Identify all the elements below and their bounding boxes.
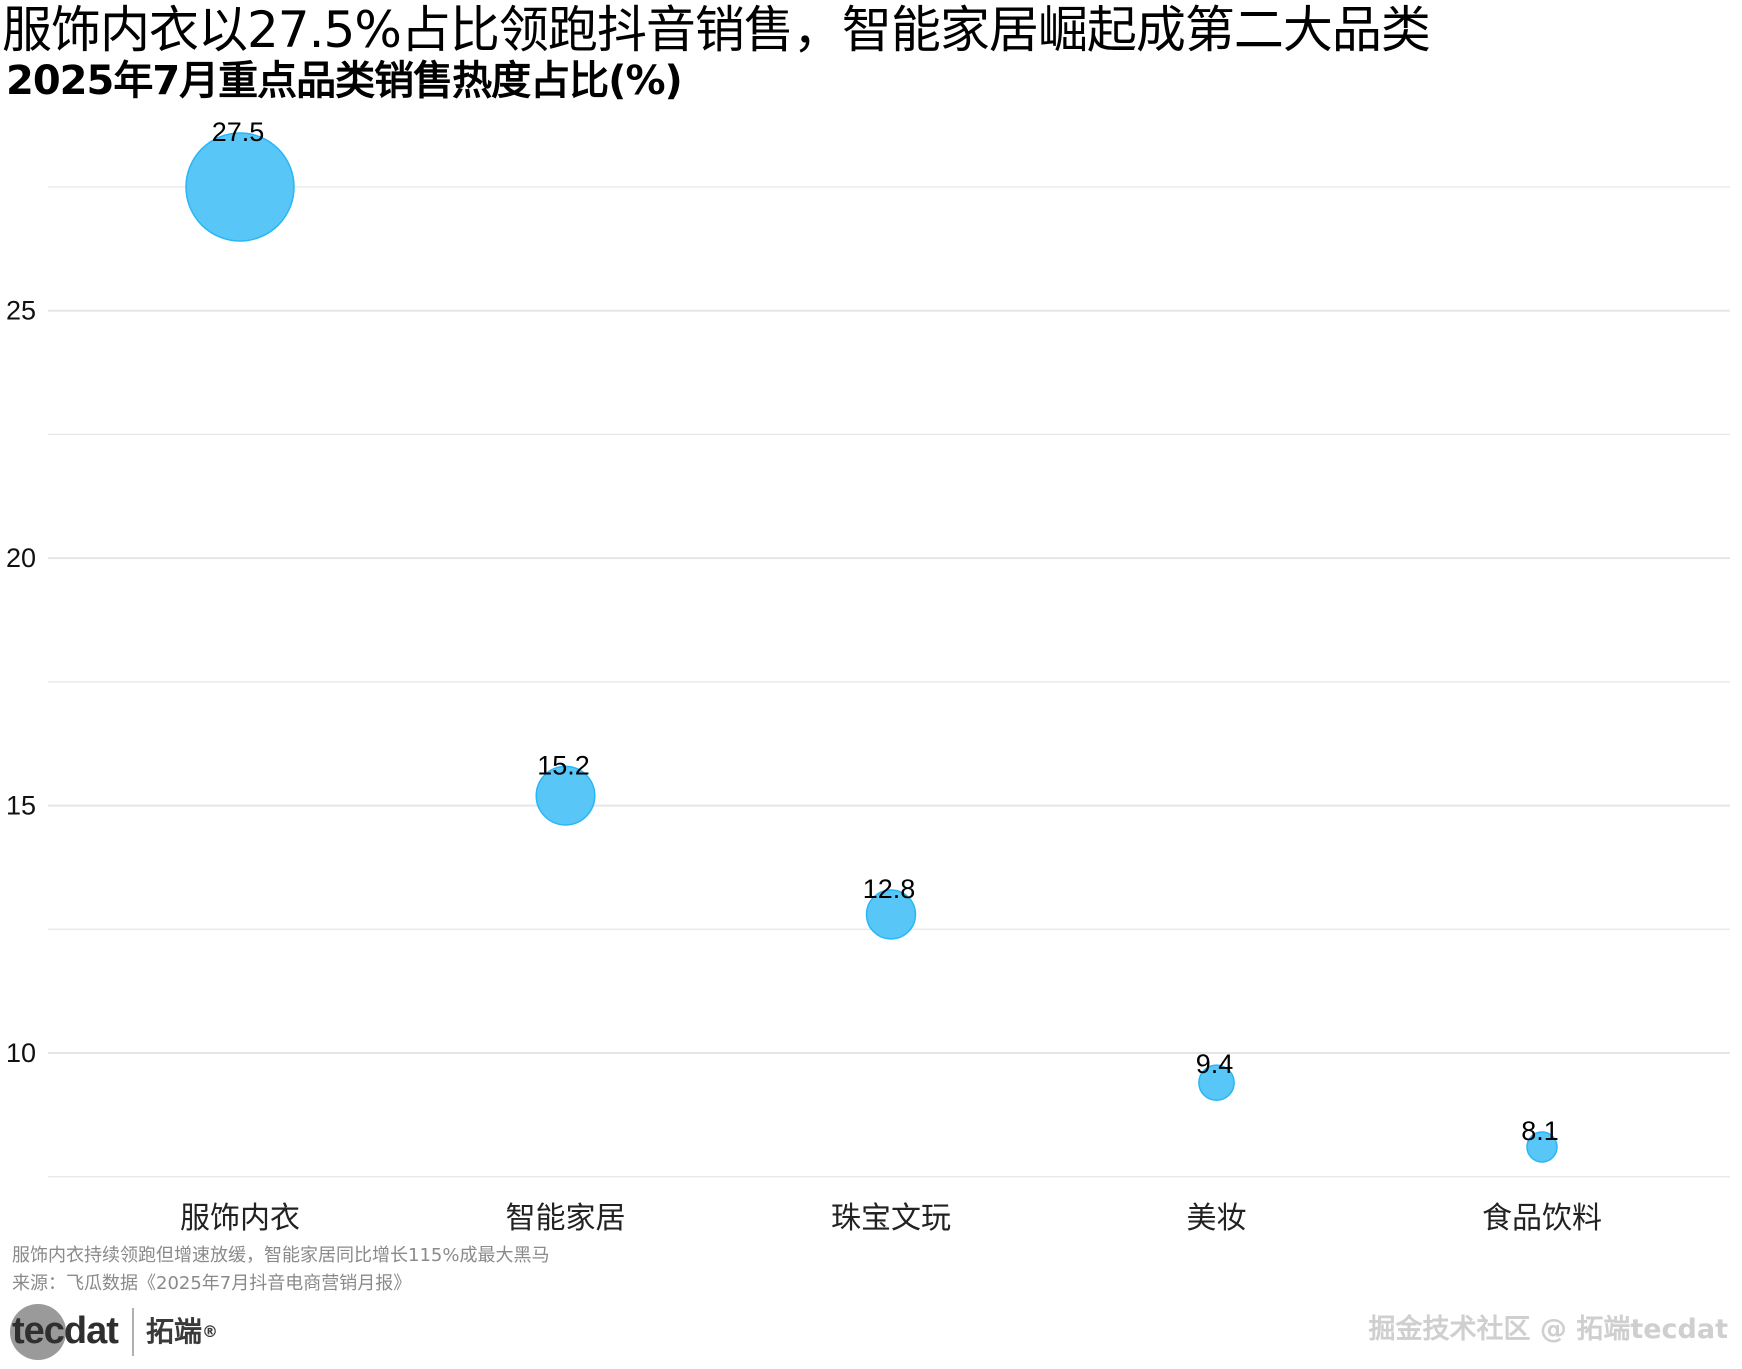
bubble-1 xyxy=(185,132,295,242)
brand-name-text: 拓端 xyxy=(146,1315,203,1348)
data-label-5: 8.1 xyxy=(1521,1116,1559,1146)
bubble-5 xyxy=(1526,1131,1558,1163)
x-tick-label-1: 服饰内衣 xyxy=(180,1201,300,1236)
chart-subtitle: 2025年7月重点品类销售热度占比(%) xyxy=(6,58,683,104)
x-tick-label-5: 食品饮料 xyxy=(1482,1201,1602,1236)
y-tick-label: 15 xyxy=(6,791,36,821)
y-tick-label: 20 xyxy=(6,543,36,573)
brand-name: 拓端® xyxy=(146,1312,218,1352)
brand-divider xyxy=(132,1308,134,1356)
bubble-3 xyxy=(865,889,917,940)
bubble-4 xyxy=(1198,1064,1235,1102)
logo-wordmark: tecdat xyxy=(12,1310,119,1352)
bubble-series xyxy=(185,132,1558,1163)
watermark: 掘金技术社区 @ 拓端tecdat xyxy=(1368,1314,1728,1345)
x-axis-ticks: 服饰内衣 智能家居 珠宝文玩 美妆 食品饮料 xyxy=(180,1201,1602,1236)
data-labels: 27.5 15.2 12.8 9.4 8.1 xyxy=(212,117,1559,1146)
x-tick-label-4: 美妆 xyxy=(1187,1201,1247,1236)
y-axis-ticks: 10 15 20 25 xyxy=(6,296,36,1068)
chart-caption: 服饰内衣持续领跑但增速放缓，智能家居同比增长115%成最大黑马 xyxy=(12,1245,550,1266)
data-label-1: 27.5 xyxy=(212,117,265,147)
chart-source: 来源：飞瓜数据《2025年7月抖音电商营销月报》 xyxy=(12,1273,412,1294)
data-label-3: 12.8 xyxy=(863,874,916,904)
registered-mark: ® xyxy=(202,1322,219,1341)
bubble-chart: 10 15 20 25 27.5 15.2 12.8 9.4 8.1 服饰内衣 智能家居 珠宝文玩… xyxy=(6,117,1730,1236)
x-tick-label-3: 珠宝文玩 xyxy=(831,1201,951,1236)
x-tick-label-2: 智能家居 xyxy=(506,1201,626,1236)
bubble-2 xyxy=(535,765,596,826)
tecdat-logo: tecdat xyxy=(10,1302,119,1362)
data-label-4: 9.4 xyxy=(1196,1049,1234,1079)
y-tick-label: 25 xyxy=(6,296,36,326)
logo-circle xyxy=(10,1304,66,1360)
grid-lines xyxy=(48,186,1730,1178)
chart-title: 服饰内衣以27.5%占比领跑抖音销售，智能家居崛起成第二大品类 xyxy=(2,1,1431,59)
y-tick-label: 10 xyxy=(6,1038,36,1068)
data-label-2: 15.2 xyxy=(537,750,590,780)
brand-logo-block: tecdat 拓端® xyxy=(10,1302,218,1362)
